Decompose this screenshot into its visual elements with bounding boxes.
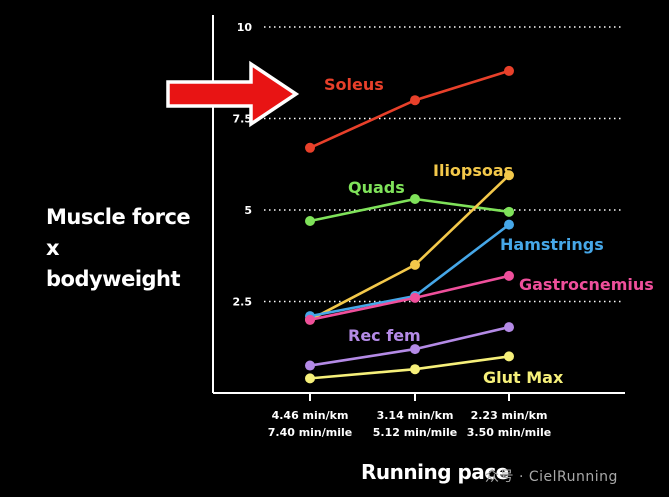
data-point bbox=[504, 219, 514, 230]
series-gastrocnemius: Gastrocnemius bbox=[305, 270, 654, 325]
series-glut-max: Glut Max bbox=[305, 351, 564, 387]
x-tick-label: 2.23 min/km bbox=[471, 409, 548, 422]
series-line bbox=[309, 274, 510, 322]
series-line bbox=[309, 223, 510, 318]
data-point bbox=[305, 215, 315, 226]
series-soleus: Soleus bbox=[305, 65, 514, 153]
series-rec-fem: Rec fem bbox=[305, 322, 514, 371]
data-point bbox=[305, 360, 315, 371]
x-tick-label: 3.14 min/km bbox=[377, 409, 454, 422]
data-point bbox=[410, 259, 420, 270]
y-tick-label: 10 bbox=[237, 21, 253, 34]
series-label: Soleus bbox=[324, 75, 384, 94]
x-axis-title: Running pace bbox=[361, 460, 509, 484]
series-label: Iliopsoas bbox=[433, 161, 513, 180]
y-tick-label: 2.5 bbox=[233, 296, 253, 309]
x-tick-label-secondary: 3.50 min/mile bbox=[467, 426, 552, 439]
series-label: Gastrocnemius bbox=[519, 275, 654, 294]
series-label: Hamstrings bbox=[500, 235, 604, 254]
series-label: Rec fem bbox=[348, 326, 421, 345]
data-point bbox=[504, 65, 514, 76]
highlight-arrow bbox=[166, 60, 300, 128]
data-point bbox=[504, 206, 514, 217]
data-point bbox=[305, 373, 315, 384]
x-tick-label-secondary: 5.12 min/mile bbox=[373, 426, 458, 439]
series-label: Glut Max bbox=[483, 368, 564, 387]
series-quads: Quads bbox=[305, 178, 514, 226]
data-point bbox=[410, 95, 420, 106]
data-point bbox=[305, 142, 315, 153]
data-point bbox=[410, 292, 420, 303]
data-point bbox=[410, 364, 420, 375]
data-point bbox=[305, 314, 315, 325]
data-point bbox=[504, 170, 514, 181]
series-hamstrings: Hamstrings bbox=[305, 219, 604, 322]
x-tick-label: 4.46 min/km bbox=[272, 409, 349, 422]
data-point bbox=[410, 194, 420, 205]
data-point bbox=[504, 322, 514, 333]
y-tick-label: 7.5 bbox=[233, 113, 253, 126]
watermark: 众号 · CielRunning bbox=[485, 469, 618, 485]
data-point bbox=[410, 344, 420, 355]
x-tick-label-secondary: 7.40 min/mile bbox=[268, 426, 353, 439]
data-point bbox=[504, 270, 514, 281]
data-point bbox=[504, 351, 514, 362]
series-label: Quads bbox=[348, 178, 405, 197]
y-axis-title: Muscle force x bodyweight bbox=[46, 205, 191, 291]
y-tick-label: 5 bbox=[244, 204, 252, 217]
